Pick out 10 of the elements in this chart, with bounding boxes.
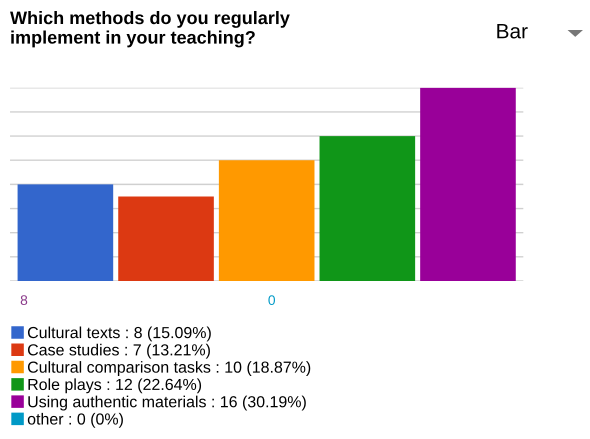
legend-label: Case studies : 7 (13.21%)	[28, 344, 210, 359]
legend-label: Cultural comparison tasks : 10 (18.87%)	[28, 361, 310, 376]
text: 0	[268, 295, 276, 306]
chart-title: Which methods do you regularly implement in your teaching?	[10, 10, 290, 48]
legend-label: other : 0 (0%)	[28, 412, 123, 428]
legend-label: Using authentic materials : 16 (30.19%)	[28, 396, 306, 411]
text: 8	[20, 295, 28, 306]
legend-label: Role plays : 12 (22.64%)	[28, 378, 202, 394]
legend-label: Cultural texts : 8 (15.09%)	[28, 326, 211, 342]
text: Bar	[497, 24, 528, 39]
